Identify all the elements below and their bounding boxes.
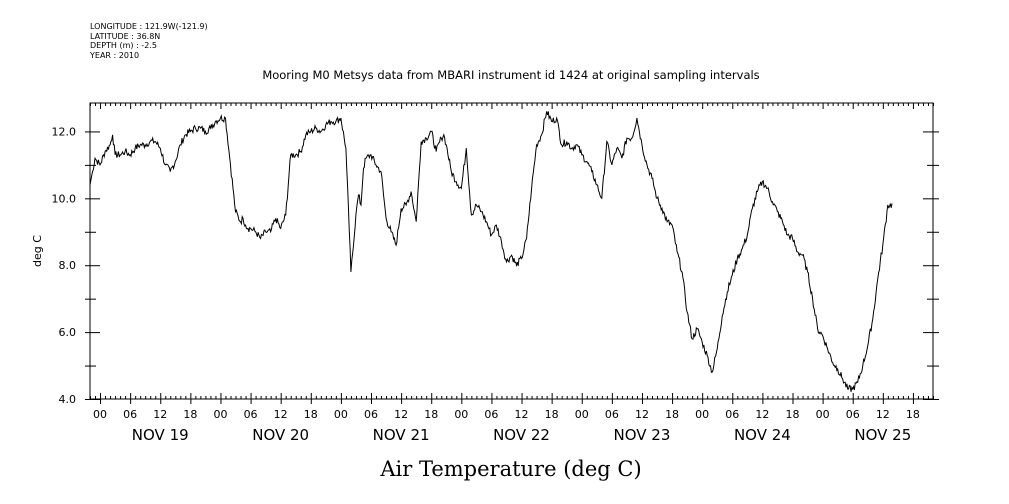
x-tick-label: 18 [786,408,800,421]
x-tick-label: 12 [515,408,529,421]
x-tick-label: 06 [725,408,739,421]
x-tick-label: 18 [906,408,920,421]
x-tick-label: 12 [274,408,288,421]
latitude-text: LATITUDE : 36.8N [90,31,161,41]
day-label: NOV 25 [854,426,911,444]
y-tick-label: 10.0 [52,192,77,205]
y-tick-label: 6.0 [59,326,77,339]
metadata-block: LONGITUDE : 121.9W(-121.9) LATITUDE : 36… [90,22,208,60]
x-tick-label: 00 [93,408,107,421]
x-tick-label: 00 [575,408,589,421]
x-tick-label: 00 [454,408,468,421]
y-tick-label: 8.0 [59,259,77,272]
x-tick-label: 06 [484,408,498,421]
x-tick-label: 00 [695,408,709,421]
day-label: NOV 20 [252,426,309,444]
x-tick-label: 12 [755,408,769,421]
chart-title: Mooring M0 Metsys data from MBARI instru… [262,68,759,82]
day-label: NOV 23 [614,426,671,444]
day-label: NOV 21 [373,426,430,444]
x-tick-label: 06 [846,408,860,421]
x-tick-label: 18 [545,408,559,421]
day-label: NOV 24 [734,426,791,444]
x-tick-label: 12 [876,408,890,421]
axes-group: 00 06 12 18 00 06 12 18 00 06 12 18 00 06 12 18 00 06 12 18… [52,103,939,444]
x-tick-label: 18 [304,408,318,421]
y-axis-label: deg C [31,235,44,267]
series-line-air-temperature [89,111,893,392]
x-tick-label: 00 [213,408,227,421]
y-tick-label: 4.0 [59,393,77,406]
x-tick-label: 00 [334,408,348,421]
x-tick-label: 12 [394,408,408,421]
x-tick-label: 06 [605,408,619,421]
plot-frame [89,102,934,400]
depth-text: DEPTH (m) : -2.5 [90,41,157,51]
x-axis-label: Air Temperature (deg C) [379,457,641,481]
x-tick-label: 18 [183,408,197,421]
x-tick-label: 06 [123,408,137,421]
x-tick-label: 06 [364,408,378,421]
x-tick-label: 00 [816,408,830,421]
longitude-text: LONGITUDE : 121.9W(-121.9) [90,22,208,31]
day-label: NOV 19 [132,426,189,444]
year-text: YEAR : 2010 [90,50,140,60]
x-tick-label: 06 [244,408,258,421]
y-tick-label: 12.0 [52,125,77,138]
x-tick-label: 18 [424,408,438,421]
x-tick-label: 12 [635,408,649,421]
x-tick-label: 12 [153,408,167,421]
x-tick-label: 18 [665,408,679,421]
day-label: NOV 22 [493,426,550,444]
